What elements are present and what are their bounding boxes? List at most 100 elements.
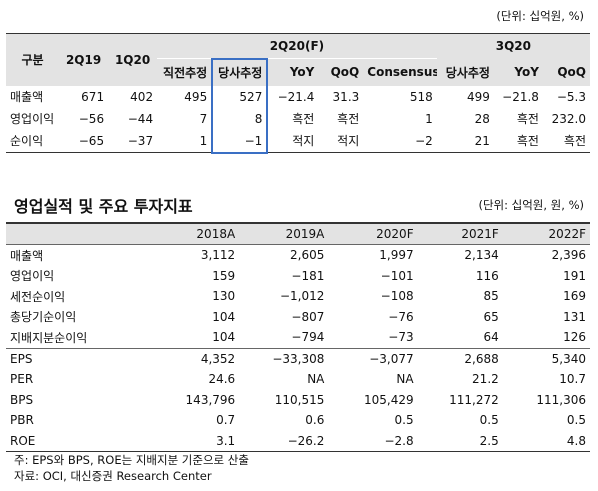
- column-header: Consensus: [363, 58, 437, 86]
- cell: 169: [563, 289, 586, 304]
- cell: −5.3: [556, 89, 586, 104]
- cell: 흑전: [292, 112, 315, 126]
- cell: 111,306: [536, 392, 586, 407]
- column-header: 당사추정: [211, 57, 269, 86]
- cell: 2.5: [479, 433, 499, 448]
- cell: −33,308: [239, 347, 329, 369]
- column-header: 구분: [6, 33, 60, 86]
- unit-label: (단위: 십억원, 원, %): [478, 198, 584, 212]
- cell: 111,272: [449, 392, 499, 407]
- cell: 402: [130, 89, 154, 104]
- group-header: 2Q20(F): [157, 33, 437, 59]
- row-label: 매출액: [10, 248, 44, 263]
- cell: 2,396: [551, 248, 586, 263]
- cell: 흑전: [516, 134, 539, 149]
- data-row: PBR 0.7 0.6 0.5 0.5 0.5: [6, 410, 590, 431]
- data-row: ROE 3.1 −26.2 −2.8 2.5 4.8: [6, 431, 590, 452]
- row-label: BPS: [10, 392, 34, 407]
- data-row: 매출액 3,112 2,605 1,997 2,134 2,396: [6, 245, 590, 266]
- cell: −181: [291, 268, 325, 283]
- cell: −1,012: [279, 289, 325, 304]
- cell: 1: [199, 133, 208, 148]
- data-row: 매출액 671 402 495 527 −21.4 31.3 518 499 −21.8 −5.3: [6, 85, 590, 108]
- cell: 105,429: [363, 392, 414, 407]
- data-row: 세전순이익 130 −1,012 −108 85 169: [6, 286, 590, 307]
- cell: 2,134: [464, 248, 499, 263]
- source: 자료: OCI, 대신증권 Research Center: [14, 469, 212, 483]
- cell: 1,997: [379, 248, 414, 263]
- cell: 4,352: [147, 347, 240, 369]
- cell: 0.5: [394, 413, 414, 428]
- cell: 4.8: [566, 433, 586, 448]
- column-header: 2022F: [502, 223, 590, 245]
- estimate-table: 구분 2Q19 1Q20 2Q20(F) 3Q20 직전추정 당사추정 YoY QoQ Conse…: [6, 33, 590, 154]
- cell: 8: [211, 107, 269, 130]
- cell: 5,340: [502, 347, 590, 369]
- row-label: PER: [10, 372, 34, 387]
- note: 주: EPS와 BPS, ROE는 지배지분 기준으로 산출: [14, 453, 249, 467]
- row-label: 영업이익: [10, 112, 55, 126]
- column-header: QoQ: [318, 58, 364, 86]
- row-label: 순이익: [10, 134, 44, 149]
- cell: −37: [127, 133, 154, 148]
- header-row: 구분 2Q19 1Q20 2Q20(F) 3Q20: [6, 33, 590, 86]
- row-label: PBR: [10, 413, 34, 428]
- cell: −794: [291, 330, 325, 345]
- cell: −108: [380, 289, 414, 304]
- row-label: 총당기순이익: [10, 310, 77, 325]
- cell: 2,605: [290, 248, 325, 263]
- row-label: EPS: [6, 347, 148, 369]
- row-label: ROE: [10, 433, 36, 448]
- cell: −73: [388, 330, 414, 345]
- cell: 적지: [337, 134, 360, 149]
- cell: 0.7: [216, 413, 236, 428]
- corner-cell: [6, 223, 148, 245]
- column-header: 1Q20: [108, 33, 158, 86]
- cell: −56: [78, 111, 105, 126]
- cell: NA: [307, 372, 325, 387]
- cell: 적지: [292, 134, 315, 149]
- data-row: 순이익 −65 −37 1 −1 적지 적지 −2 21 흑전 흑전: [6, 129, 590, 154]
- cell: 104: [212, 330, 236, 345]
- cell: −2: [415, 133, 433, 148]
- cell: 64: [483, 330, 499, 345]
- column-header: QoQ: [542, 58, 590, 86]
- cell: 21.2: [472, 372, 499, 387]
- section-title: 영업실적 및 주요 투자지표: [14, 197, 193, 216]
- row-label: 세전순이익: [10, 289, 66, 304]
- cell: 24.6: [208, 372, 236, 387]
- data-row: 총당기순이익 104 −807 −76 65 131: [6, 307, 590, 328]
- cell: 28: [474, 111, 490, 126]
- cell: 116: [475, 268, 499, 283]
- cell: 191: [563, 268, 586, 283]
- cell: 110,515: [274, 392, 325, 407]
- cell: 671: [81, 89, 105, 104]
- header-row: 2018A 2019A 2020F 2021F 2022F: [6, 223, 590, 245]
- cell: −65: [78, 133, 105, 148]
- cell: 85: [483, 289, 499, 304]
- cell: 흑전: [337, 112, 360, 126]
- data-row: 영업이익 −56 −44 7 8 흑전 흑전 1 28 흑전 232.0: [6, 107, 590, 130]
- data-row: PER 24.6 NA NA 21.2 10.7: [6, 369, 590, 390]
- cell: 159: [212, 268, 236, 283]
- cell: 143,796: [185, 392, 236, 407]
- cell: 31.3: [332, 89, 360, 104]
- row-label: 영업이익: [10, 269, 55, 284]
- cell: −21.8: [502, 89, 539, 104]
- data-row: BPS 143,796 110,515 105,429 111,272 111,306: [6, 390, 590, 411]
- column-header: 2Q19: [59, 33, 109, 86]
- cell: 0.6: [305, 413, 325, 428]
- header-row: 직전추정 당사추정 YoY QoQ Consensus 당사추정 YoY QoQ: [6, 57, 590, 86]
- cell: 0.5: [566, 413, 586, 428]
- column-header: YoY: [493, 58, 543, 86]
- column-header: 2019A: [239, 223, 329, 245]
- group-header: 3Q20: [436, 33, 590, 59]
- cell: NA: [396, 372, 414, 387]
- column-header: 2021F: [417, 223, 503, 245]
- column-header: 2018A: [147, 223, 240, 245]
- cell: 126: [563, 330, 586, 345]
- cell: 10.7: [559, 372, 586, 387]
- cell: −21.4: [277, 89, 315, 104]
- cell: 499: [467, 89, 490, 104]
